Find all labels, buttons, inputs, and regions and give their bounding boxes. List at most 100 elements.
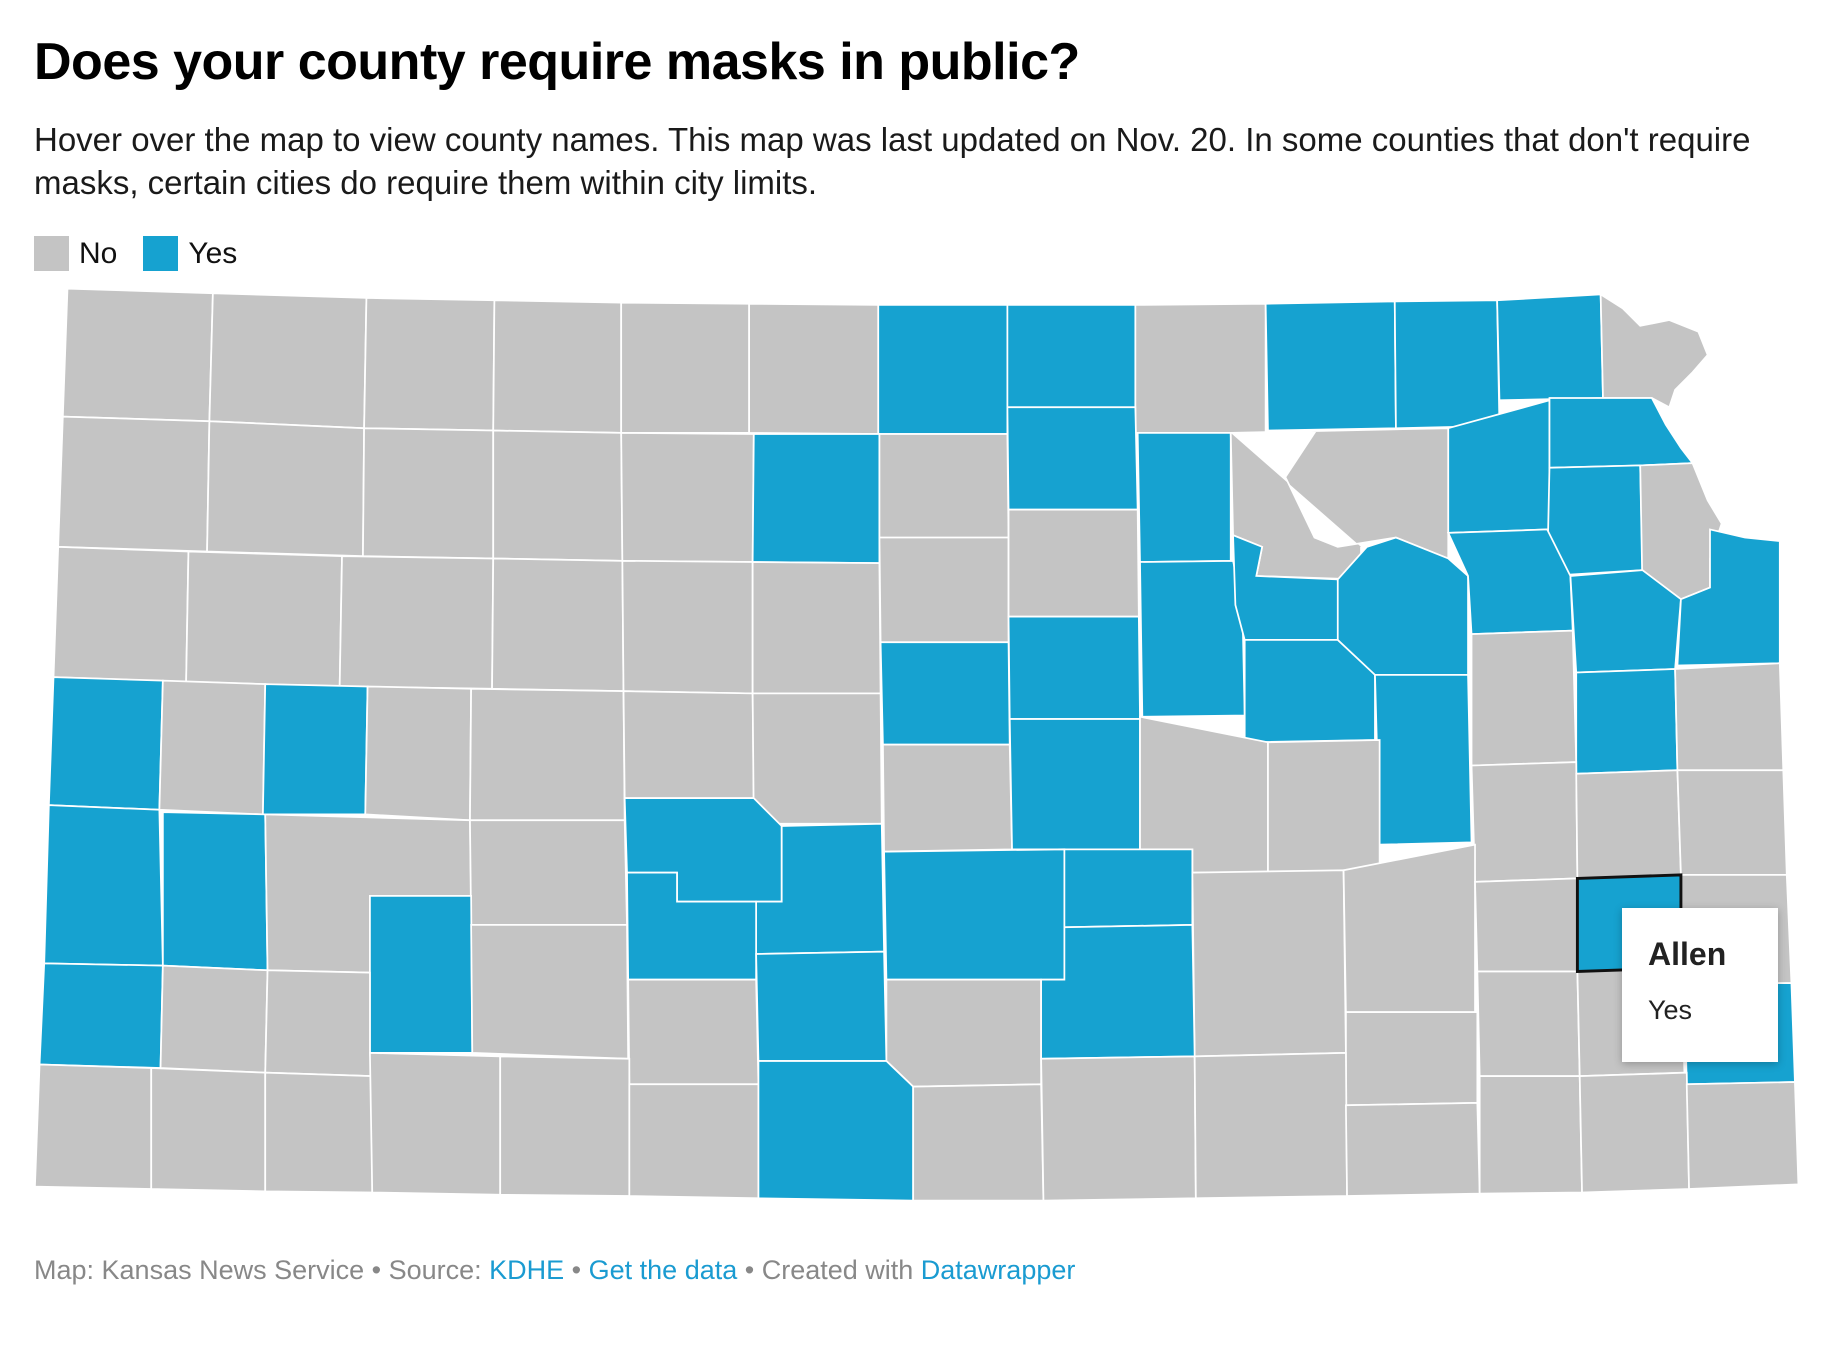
- footer-sep: • Created with: [737, 1255, 921, 1285]
- county[interactable]: [1393, 299, 1501, 430]
- county[interactable]: [1345, 1102, 1481, 1197]
- county[interactable]: [369, 894, 474, 1054]
- county[interactable]: [751, 433, 881, 565]
- county[interactable]: [499, 1055, 631, 1197]
- county[interactable]: [1345, 1011, 1479, 1107]
- county[interactable]: [1470, 629, 1578, 767]
- county[interactable]: [1008, 718, 1141, 851]
- county[interactable]: [628, 1083, 760, 1200]
- county[interactable]: [627, 978, 760, 1086]
- county[interactable]: [52, 545, 190, 683]
- county[interactable]: [622, 690, 755, 800]
- county[interactable]: [33, 1063, 153, 1190]
- county[interactable]: [1685, 1081, 1800, 1190]
- county[interactable]: [1476, 970, 1581, 1078]
- county[interactable]: [1578, 1071, 1690, 1194]
- county[interactable]: [1006, 304, 1137, 409]
- county[interactable]: [43, 804, 164, 967]
- county[interactable]: [1243, 639, 1376, 744]
- county[interactable]: [161, 811, 269, 972]
- county[interactable]: [208, 292, 368, 430]
- county[interactable]: [1193, 1051, 1348, 1200]
- county[interactable]: [755, 950, 888, 1062]
- county[interactable]: [1336, 536, 1469, 679]
- county-doniphan[interactable]: [1599, 292, 1709, 409]
- county[interactable]: [1676, 769, 1788, 876]
- county[interactable]: [883, 848, 1066, 981]
- county[interactable]: [1569, 569, 1682, 674]
- county[interactable]: [1496, 293, 1604, 402]
- county[interactable]: [620, 301, 751, 434]
- map-description: Hover over the map to view county names.…: [34, 121, 1751, 201]
- county[interactable]: [363, 297, 496, 432]
- county[interactable]: [1342, 843, 1476, 1014]
- source-link[interactable]: KDHE: [489, 1255, 565, 1285]
- county[interactable]: [1374, 673, 1473, 846]
- county[interactable]: [1191, 869, 1347, 1058]
- county[interactable]: [158, 679, 267, 816]
- county[interactable]: [1575, 769, 1682, 880]
- county[interactable]: [1139, 559, 1246, 718]
- county[interactable]: [262, 683, 369, 816]
- county[interactable]: [159, 964, 269, 1074]
- county[interactable]: [1136, 431, 1232, 563]
- get-data-link[interactable]: Get the data: [588, 1255, 738, 1285]
- county[interactable]: [1478, 1075, 1583, 1195]
- county[interactable]: [491, 557, 625, 693]
- county[interactable]: [1006, 406, 1139, 511]
- county[interactable]: [469, 687, 626, 822]
- county[interactable]: [748, 302, 880, 435]
- county[interactable]: [1267, 739, 1381, 874]
- county[interactable]: [61, 287, 214, 423]
- county[interactable]: [877, 304, 1009, 435]
- county[interactable]: [1548, 397, 1695, 469]
- county[interactable]: [264, 1071, 374, 1194]
- page-title: Does your county require masks in public…: [34, 33, 1080, 91]
- county[interactable]: [1676, 528, 1781, 667]
- legend: No Yes: [34, 236, 263, 271]
- legend-swatch-no: [34, 236, 69, 271]
- county[interactable]: [47, 676, 164, 811]
- county[interactable]: [751, 561, 882, 695]
- county[interactable]: [1575, 668, 1679, 775]
- county[interactable]: [879, 641, 1011, 746]
- county[interactable]: [885, 978, 1042, 1088]
- county[interactable]: [150, 1067, 267, 1193]
- county[interactable]: [751, 692, 883, 825]
- county[interactable]: [492, 429, 624, 562]
- county[interactable]: [364, 685, 473, 822]
- county[interactable]: [757, 1060, 915, 1202]
- county[interactable]: [470, 924, 630, 1060]
- tooltip-value: Yes: [1648, 995, 1693, 1025]
- footer-sep: • Source:: [364, 1255, 490, 1285]
- county[interactable]: [1007, 508, 1140, 618]
- county[interactable]: [185, 550, 343, 688]
- county[interactable]: [57, 415, 211, 553]
- county[interactable]: [469, 819, 628, 926]
- county[interactable]: [882, 743, 1013, 853]
- datawrapper-link[interactable]: Datawrapper: [920, 1255, 1076, 1285]
- county[interactable]: [1674, 662, 1785, 772]
- county[interactable]: [1040, 1055, 1197, 1202]
- county[interactable]: [38, 962, 164, 1069]
- counties[interactable]: [33, 287, 1800, 1202]
- county[interactable]: [492, 299, 623, 434]
- county[interactable]: [206, 420, 365, 558]
- county[interactable]: [1063, 848, 1194, 929]
- county[interactable]: [1470, 761, 1579, 883]
- county[interactable]: [620, 431, 755, 563]
- county[interactable]: [1474, 877, 1579, 973]
- county[interactable]: [912, 1083, 1045, 1202]
- county[interactable]: [1007, 615, 1141, 720]
- county[interactable]: [878, 536, 1010, 644]
- county[interactable]: [338, 555, 495, 690]
- county[interactable]: [1040, 924, 1196, 1060]
- county[interactable]: [264, 969, 374, 1078]
- county[interactable]: [1134, 302, 1267, 434]
- county[interactable]: [1264, 300, 1397, 432]
- county[interactable]: [878, 433, 1010, 539]
- county[interactable]: [621, 559, 754, 695]
- county[interactable]: [369, 1051, 502, 1196]
- county[interactable]: [362, 427, 495, 560]
